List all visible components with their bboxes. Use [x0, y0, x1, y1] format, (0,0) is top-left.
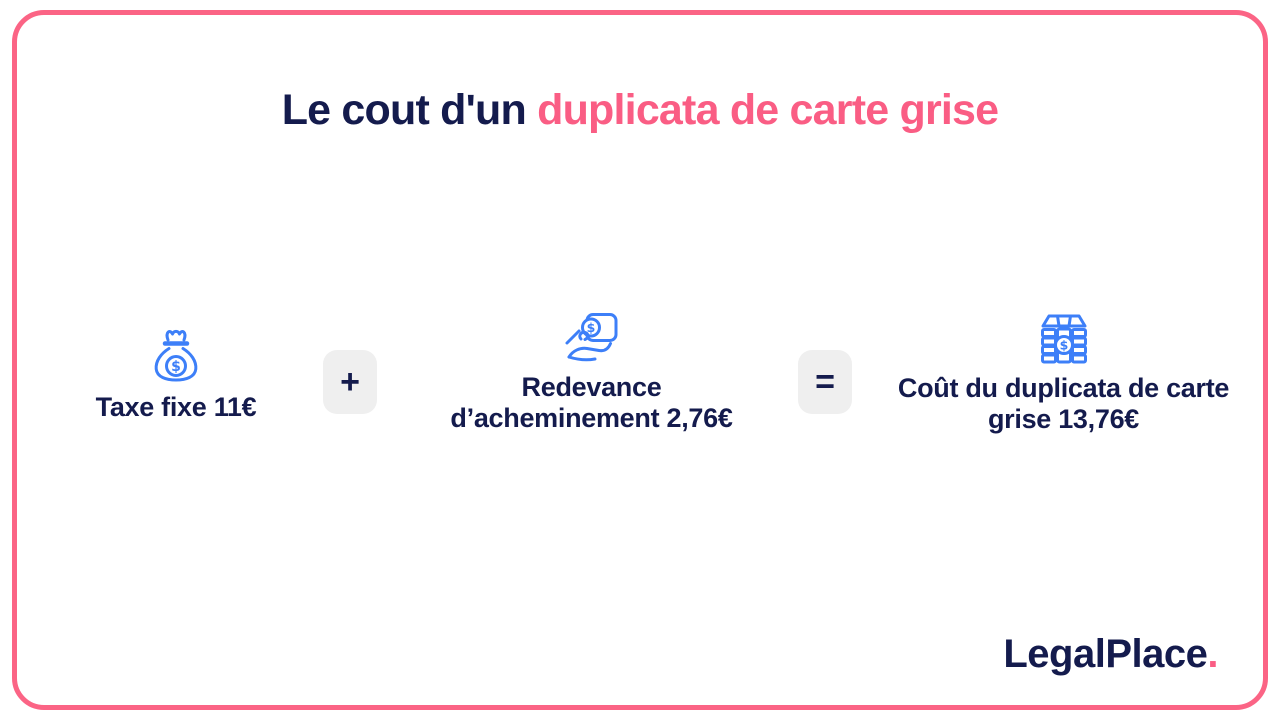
equation-item-cout-total: $ Coût du duplicata de carte grise 13,76…	[891, 314, 1236, 435]
title-prefix: Le cout d'un	[281, 86, 538, 134]
item-label-taxe-fixe: Taxe fixe 11€	[95, 392, 257, 422]
hand-money-icon: $	[564, 312, 620, 364]
legalplace-logo: LegalPlace.	[1003, 632, 1218, 677]
title-highlight: duplicata de carte grise	[537, 86, 999, 134]
money-stack-icon: $	[1036, 314, 1092, 364]
equation-item-redevance: $ Redevance d’acheminement 2,76€	[424, 312, 759, 434]
dollar-glyph: $	[586, 320, 595, 335]
equals-operator: =	[798, 350, 852, 414]
plus-operator: +	[323, 350, 377, 414]
page-title: Le cout d'un duplicata de carte grise	[0, 86, 1280, 135]
logo-dot: .	[1207, 632, 1218, 676]
money-bag-icon: $	[148, 328, 204, 384]
dollar-glyph: $	[1059, 338, 1068, 353]
item-label-cout-total: Coût du duplicata de carte grise 13,76€	[897, 373, 1230, 434]
item-label-redevance: Redevance d’acheminement 2,76€	[450, 372, 733, 433]
logo-text: LegalPlace	[1003, 632, 1208, 676]
dollar-glyph: $	[171, 359, 181, 375]
equation-item-taxe-fixe: $ Taxe fixe 11€	[26, 328, 326, 423]
